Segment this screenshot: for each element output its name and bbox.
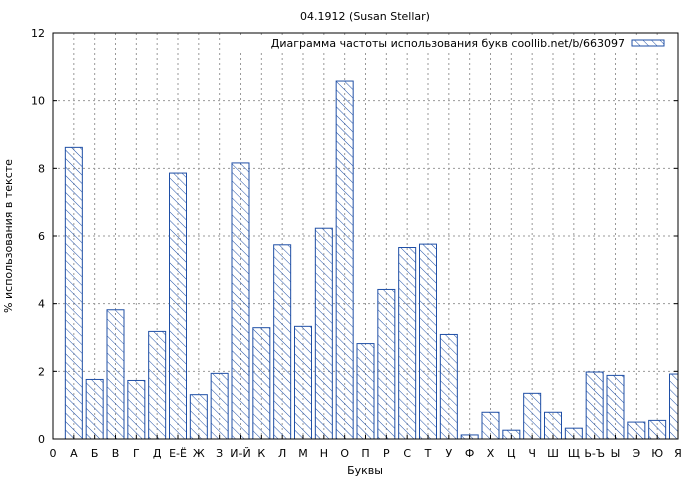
x-axis-ticks: 0 А Б В Г Д Е-Ё Ж З И-Й К Л М Н О П Р С Т У Ф Х Ц Ч Ш Щ Ь-Ъ Ы Э Ю Я <box>50 435 682 460</box>
x-tick-label: О <box>340 447 349 460</box>
x-axis-label: Буквы <box>347 464 383 477</box>
bar <box>544 411 562 440</box>
bar <box>148 330 167 440</box>
bar <box>231 162 250 440</box>
bar <box>106 309 125 440</box>
x-tick-label: У <box>445 447 452 460</box>
y-tick-label: 4 <box>38 298 45 311</box>
x-tick-label: И-Й <box>230 447 250 460</box>
bar <box>189 394 208 440</box>
x-tick-label: Ю <box>651 447 663 460</box>
bar <box>314 227 333 440</box>
x-tick-label: Я <box>674 447 682 460</box>
bar <box>481 411 500 440</box>
legend-label: Диаграмма частоты использования букв coo… <box>271 37 625 50</box>
bar <box>169 172 187 440</box>
bar <box>210 372 229 440</box>
x-tick-label: Ч <box>528 447 536 460</box>
x-tick-label: Р <box>383 447 390 460</box>
bar <box>606 374 625 440</box>
y-tick-label: 0 <box>38 433 45 446</box>
x-tick-label: Д <box>153 447 162 460</box>
x-tick-label: Э <box>632 447 640 460</box>
x-tick-label: 0 <box>50 447 57 460</box>
x-tick-label: С <box>403 447 411 460</box>
x-tick-label: Л <box>278 447 286 460</box>
x-tick-label: К <box>257 447 265 460</box>
bar <box>419 243 437 440</box>
bar <box>669 373 679 440</box>
x-tick-label: Ш <box>547 447 559 460</box>
y-tick-label: 10 <box>31 95 45 108</box>
grid-lines <box>53 33 678 439</box>
chart-title: 04.1912 (Susan Stellar) <box>300 10 430 23</box>
bars <box>64 80 679 440</box>
x-tick-label: П <box>361 447 369 460</box>
x-tick-label: А <box>70 447 78 460</box>
bar <box>398 247 417 440</box>
legend: Диаграмма частоты использования букв coo… <box>240 35 672 51</box>
x-tick-label: Ф <box>465 447 474 460</box>
bar <box>439 333 458 440</box>
x-tick-label: Щ <box>568 447 580 460</box>
bar <box>377 288 396 440</box>
x-tick-label: Т <box>424 447 432 460</box>
bar <box>273 244 292 440</box>
x-tick-label: Ь-Ъ <box>584 447 605 460</box>
x-tick-label: Ы <box>611 447 621 460</box>
y-tick-label: 2 <box>38 365 45 378</box>
bar <box>85 378 104 440</box>
bar <box>64 146 83 440</box>
bar <box>127 379 146 440</box>
x-tick-label: З <box>216 447 223 460</box>
y-tick-label: 12 <box>31 27 45 40</box>
y-tick-label: 6 <box>38 230 45 243</box>
x-tick-label: Ж <box>193 447 205 460</box>
x-tick-label: Б <box>91 447 99 460</box>
y-axis-label: % использования в тексте <box>2 159 15 313</box>
bar <box>356 343 375 440</box>
y-tick-label: 8 <box>38 162 45 175</box>
bar <box>585 371 604 440</box>
x-tick-label: Ц <box>507 447 516 460</box>
bar <box>523 392 542 440</box>
bar <box>252 327 271 440</box>
x-tick-label: М <box>298 447 308 460</box>
legend-background <box>240 35 672 51</box>
y-axis-ticks: 0 2 4 6 8 10 12 <box>31 27 678 446</box>
legend-swatch <box>631 39 665 47</box>
x-tick-label: Г <box>133 447 140 460</box>
x-tick-label: Н <box>320 447 328 460</box>
x-tick-label: В <box>112 447 120 460</box>
x-tick-label: Х <box>487 447 495 460</box>
x-tick-label: Е-Ё <box>169 447 187 460</box>
bar <box>294 325 312 440</box>
bar <box>335 80 354 440</box>
